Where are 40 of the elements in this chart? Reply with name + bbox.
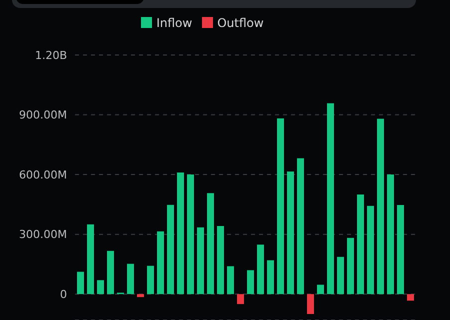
bar [387,174,394,294]
bar [287,172,294,294]
bar [167,204,174,294]
y-tick-label: 300.00M [19,228,67,242]
bar [247,270,254,294]
bar [107,250,114,294]
y-tick-label: 900.00M [19,108,67,122]
bar [297,158,304,294]
bar [207,193,214,294]
bar [87,224,94,294]
bar [187,174,194,294]
bar [407,294,414,301]
bar [157,231,164,294]
bar [277,118,284,294]
bar [357,194,364,294]
bar [267,260,274,294]
bar [397,205,404,294]
bar [327,103,334,294]
bar [217,226,224,294]
bar [237,294,244,304]
bar [337,256,344,294]
y-tick-label: 600.00M [19,168,67,182]
bar [77,272,84,294]
bar [367,206,374,294]
bar [97,280,104,294]
bar [307,294,314,314]
y-tick-label: 0 [60,288,67,302]
bar [347,238,354,294]
bar [257,244,264,294]
bar [317,284,324,294]
bar [177,172,184,294]
legend-label: Inflow [156,16,192,30]
bar [147,266,154,294]
bar [377,118,384,294]
bar [137,294,144,298]
legend-label: Outflow [217,16,264,30]
bar [127,264,134,294]
bar [197,227,204,294]
bar [227,266,234,294]
y-tick-label: 1.20B [34,48,67,62]
